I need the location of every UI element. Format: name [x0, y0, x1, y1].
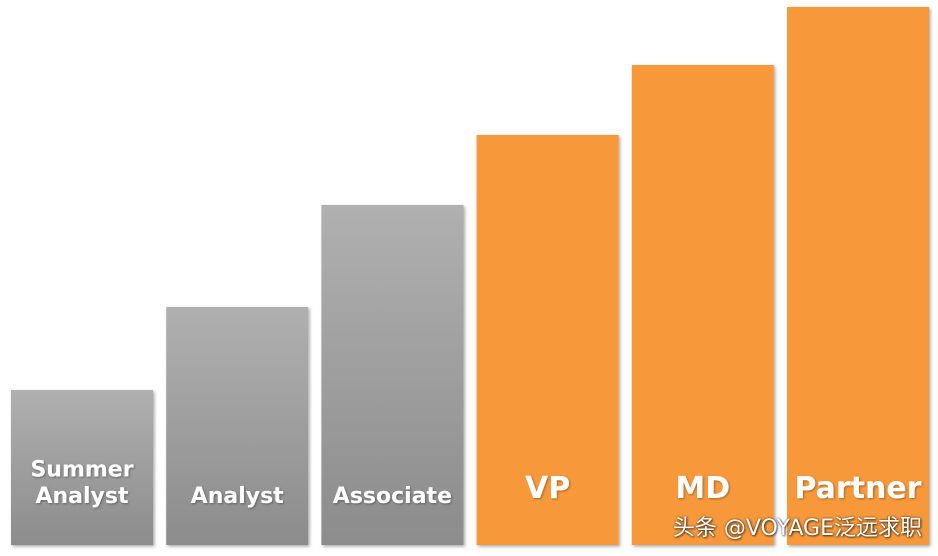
bars-layer — [11, 7, 929, 545]
bar-label-partner: Partner — [794, 471, 921, 506]
bar-md — [631, 65, 774, 545]
bar-analyst — [166, 307, 309, 545]
bar-label-line: Summer — [30, 458, 133, 483]
bar-label-line: Analyst — [35, 484, 129, 509]
bar-label-analyst: Analyst — [191, 484, 285, 509]
bar-label-vp: VP — [525, 471, 570, 506]
bar-label-line: Partner — [794, 471, 921, 506]
bar-label-summer-analyst: Summer Analyst — [30, 458, 133, 509]
bar-summer-analyst — [11, 390, 153, 545]
bar-label-associate: Associate — [333, 484, 452, 509]
bar-label-line: Associate — [333, 484, 452, 509]
bar-partner — [787, 7, 929, 545]
bar-associate — [321, 205, 464, 545]
bar-vp — [476, 135, 619, 545]
bar-label-md: MD — [675, 471, 730, 506]
labels-layer: Summer Analyst Analyst Associate VP MD Partner — [30, 458, 921, 509]
bar-label-line: MD — [675, 471, 730, 506]
bar-label-line: Analyst — [191, 484, 285, 509]
bar-label-line: VP — [525, 471, 570, 506]
watermark-text: 头条 @VOYAGE泛远求职 — [672, 516, 922, 541]
